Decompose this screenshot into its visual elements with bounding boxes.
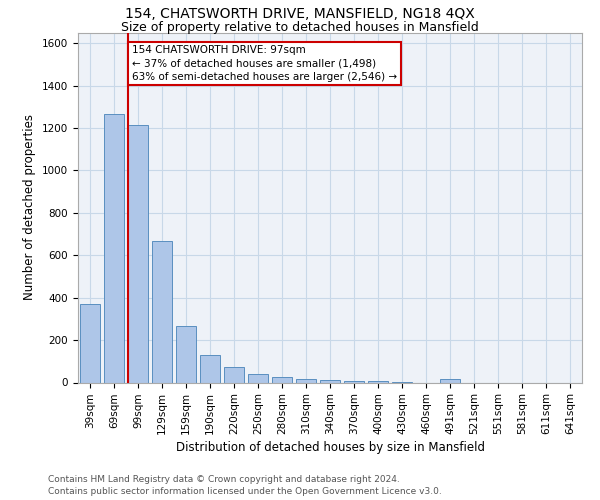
Bar (272, 376, 292, 382)
Bar (440, 378, 460, 382)
Bar (176, 326, 196, 382)
Bar (128, 125, 148, 382)
Bar (320, 380, 340, 382)
Bar (224, 366, 244, 382)
Bar (296, 378, 316, 382)
Bar (80, 304, 100, 382)
Bar (368, 381, 388, 382)
Text: 154, CHATSWORTH DRIVE, MANSFIELD, NG18 4QX: 154, CHATSWORTH DRIVE, MANSFIELD, NG18 4… (125, 8, 475, 22)
Bar (152, 242, 172, 382)
Text: 154 CHATSWORTH DRIVE: 97sqm
← 37% of detached houses are smaller (1,498)
63% of : 154 CHATSWORTH DRIVE: 97sqm ← 37% of det… (132, 45, 397, 82)
Bar (200, 355, 220, 382)
Text: Contains HM Land Registry data © Crown copyright and database right 2024.
Contai: Contains HM Land Registry data © Crown c… (48, 474, 442, 496)
Bar (248, 374, 268, 382)
Y-axis label: Number of detached properties: Number of detached properties (23, 114, 37, 300)
Text: Size of property relative to detached houses in Mansfield: Size of property relative to detached ho… (121, 21, 479, 34)
X-axis label: Distribution of detached houses by size in Mansfield: Distribution of detached houses by size … (176, 442, 485, 454)
Bar (344, 381, 364, 382)
Bar (104, 114, 124, 382)
